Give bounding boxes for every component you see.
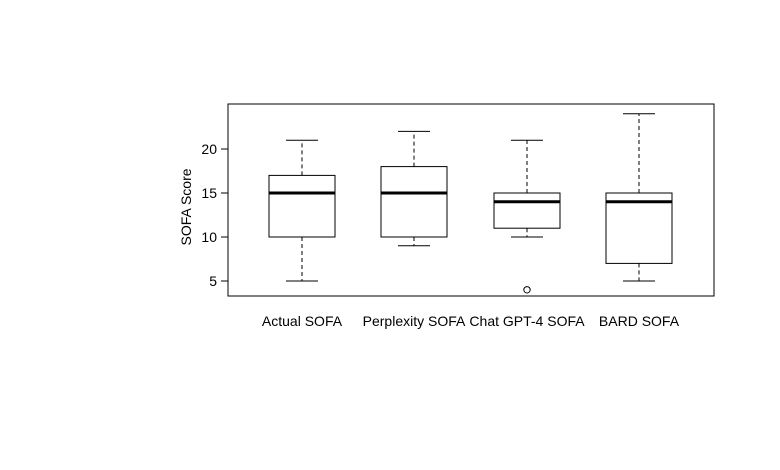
iqr-box bbox=[380, 166, 448, 238]
plot-frame bbox=[227, 103, 715, 297]
y-tick-label: 20 bbox=[201, 141, 217, 157]
y-tick-label: 15 bbox=[201, 185, 217, 201]
x-category-label: Chat GPT-4 SOFA bbox=[469, 313, 585, 329]
x-axis-labels: Actual SOFA Perplexity SOFA Chat GPT-4 SOF… bbox=[262, 313, 680, 329]
x-category-label: BARD SOFA bbox=[599, 313, 680, 329]
box-3 bbox=[493, 139, 561, 294]
y-tick-label: 5 bbox=[209, 273, 217, 289]
box-1 bbox=[268, 139, 336, 282]
box-4 bbox=[605, 113, 673, 282]
iqr-box bbox=[268, 174, 336, 238]
iqr-box bbox=[605, 192, 673, 264]
y-tick-label: 10 bbox=[201, 229, 217, 245]
y-axis: 5 10 15 20 bbox=[201, 141, 228, 289]
x-category-label: Perplexity SOFA bbox=[363, 313, 466, 329]
box-series bbox=[268, 113, 673, 294]
box-2 bbox=[380, 130, 448, 247]
x-category-label: Actual SOFA bbox=[262, 313, 343, 329]
iqr-box bbox=[493, 192, 561, 229]
y-axis-label: SOFA Score bbox=[178, 168, 194, 245]
outlier-point bbox=[523, 286, 531, 294]
